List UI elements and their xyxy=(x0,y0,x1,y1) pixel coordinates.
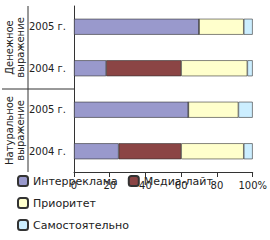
svg-text:2004 г.: 2004 г. xyxy=(29,146,66,157)
svg-text:выражение: выражение xyxy=(15,100,26,161)
svg-text:Натуральное: Натуральное xyxy=(4,96,15,165)
svg-text:100%: 100% xyxy=(238,180,267,191)
svg-text:2004 г.: 2004 г. xyxy=(29,63,66,74)
svg-text:2005 г.: 2005 г. xyxy=(29,104,66,115)
svg-text:Медиа-лайт: Медиа-лайт xyxy=(144,175,214,188)
svg-text:Интерреклама: Интерреклама xyxy=(33,175,118,188)
svg-text:Денежное: Денежное xyxy=(4,20,15,74)
svg-text:Самостоятельно: Самостоятельно xyxy=(33,219,129,232)
svg-text:выражение: выражение xyxy=(15,17,26,78)
svg-text:Приоритет: Приоритет xyxy=(33,197,96,210)
svg-text:80: 80 xyxy=(210,179,224,191)
svg-text:2005 г.: 2005 г. xyxy=(29,21,66,32)
